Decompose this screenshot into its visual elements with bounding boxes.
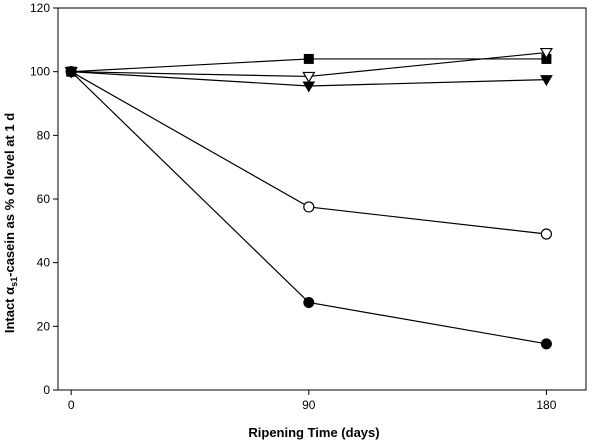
data-point-filled-circle	[65, 66, 77, 78]
data-point-filled-triangle	[302, 81, 316, 93]
markers-open-triangle-down	[64, 47, 553, 84]
data-point-filled-circle	[303, 296, 315, 308]
x-axis: 0 90 180	[68, 390, 557, 412]
x-tick-label: 90	[302, 398, 316, 412]
data-point-open-triangle	[302, 71, 316, 84]
y-axis-title-prefix: Intact	[2, 295, 17, 333]
y-tick-label: 120	[30, 1, 50, 15]
plot-frame	[57, 7, 587, 391]
y-axis-title: Intact αs1-casein as % of level at 1 d	[2, 113, 19, 333]
y-tick-label: 80	[37, 128, 51, 142]
y-axis: 0 20 40 60 80 100 120	[30, 1, 58, 397]
data-point-open-triangle	[539, 47, 553, 60]
y-tick-label: 40	[37, 256, 51, 270]
y-axis-title-subscript: s1	[9, 277, 19, 287]
data-point-filled-circle	[540, 338, 552, 350]
data-point-square	[303, 53, 314, 64]
markers-filled-circle	[65, 66, 552, 350]
series-layer	[64, 47, 553, 350]
data-point-open-circle	[303, 201, 315, 213]
y-tick-label: 20	[37, 319, 51, 333]
y-tick-label: 60	[37, 192, 51, 206]
y-axis-title-suffix: -casein as % of level at 1 d	[2, 113, 17, 277]
y-tick-label: 0	[43, 383, 50, 397]
data-point-open-circle	[540, 228, 553, 240]
y-axis-title-alpha: α	[2, 287, 17, 295]
data-point-filled-triangle	[540, 75, 553, 87]
x-axis-title: Ripening Time (days)	[248, 425, 379, 440]
plot-border	[57, 7, 587, 391]
markers-open-circle	[65, 66, 553, 240]
x-tick-label: 0	[68, 398, 75, 412]
y-tick-label: 100	[30, 65, 50, 79]
x-tick-label: 180	[536, 398, 556, 412]
